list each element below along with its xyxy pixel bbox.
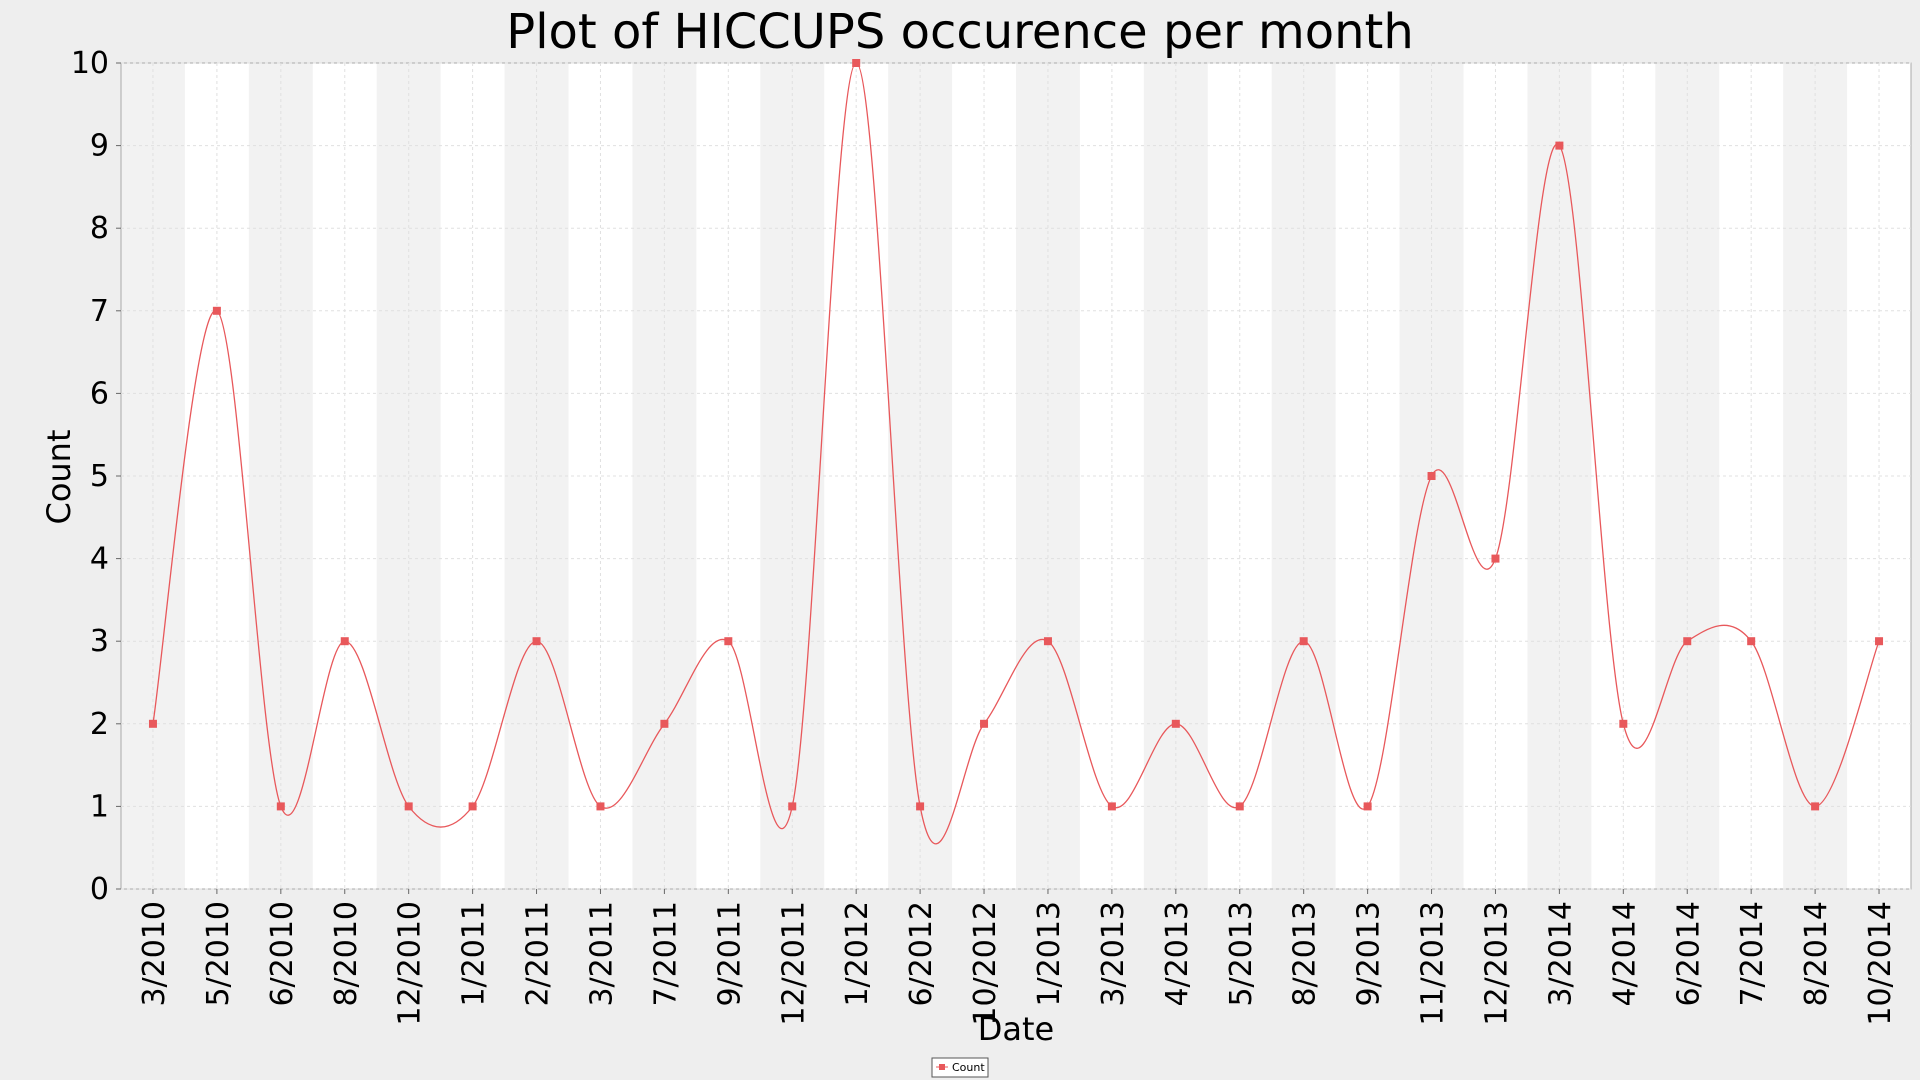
data-point xyxy=(1747,637,1756,646)
x-tick-label: 10/2014 xyxy=(1863,901,1898,1026)
data-point xyxy=(532,637,541,646)
x-tick-label: 4/2013 xyxy=(1160,901,1195,1007)
data-point xyxy=(660,719,669,728)
x-axis: 3/2010 5/2010 6/2010 8/2010 12/2010 1/2011 2/2… xyxy=(137,889,1898,1026)
legend-marker xyxy=(939,1064,945,1070)
data-point xyxy=(1683,637,1692,646)
data-point xyxy=(596,802,605,811)
x-tick-label: 5/2013 xyxy=(1224,901,1259,1007)
x-tick-label: 2/2011 xyxy=(521,901,556,1007)
y-tick-label: 0 xyxy=(90,872,109,907)
data-point xyxy=(1299,637,1308,646)
data-point xyxy=(1619,719,1628,728)
data-point xyxy=(1171,719,1180,728)
y-tick-label: 10 xyxy=(71,46,109,81)
x-tick-label: 7/2011 xyxy=(648,901,683,1007)
gridlines xyxy=(121,62,1911,890)
x-tick-label: 1/2011 xyxy=(457,901,492,1007)
x-tick-label: 3/2013 xyxy=(1096,901,1131,1007)
x-tick-label: 12/2013 xyxy=(1479,901,1514,1026)
chart-title: Plot of HICCUPS occurence per month xyxy=(506,4,1414,60)
y-tick-label: 2 xyxy=(90,707,109,742)
x-tick-label: 10/2012 xyxy=(968,901,1003,1026)
y-tick-label: 9 xyxy=(90,129,109,164)
x-tick-label: 5/2010 xyxy=(201,901,236,1007)
x-tick-label: 6/2014 xyxy=(1671,901,1706,1007)
x-tick-label: 4/2014 xyxy=(1607,901,1642,1007)
y-tick-label: 6 xyxy=(90,376,109,411)
y-tick-label: 4 xyxy=(90,542,109,577)
data-point xyxy=(1235,802,1244,811)
x-tick-label: 9/2013 xyxy=(1352,901,1387,1007)
x-axis-label: Date xyxy=(978,1010,1054,1048)
data-point xyxy=(980,719,989,728)
x-tick-label: 3/2014 xyxy=(1543,901,1578,1007)
x-tick-label: 8/2010 xyxy=(329,901,364,1007)
data-point xyxy=(724,637,733,646)
x-tick-label: 3/2011 xyxy=(584,901,619,1007)
data-point xyxy=(1427,472,1436,480)
y-tick-label: 1 xyxy=(90,789,109,824)
data-point xyxy=(1555,141,1564,150)
x-tick-label: 8/2014 xyxy=(1799,901,1834,1007)
x-tick-label: 11/2013 xyxy=(1416,901,1451,1026)
legend: Count xyxy=(931,1057,989,1078)
data-point xyxy=(1363,802,1372,811)
x-tick-label: 8/2013 xyxy=(1288,901,1323,1007)
data-point xyxy=(852,59,861,67)
data-point xyxy=(1107,802,1116,811)
x-tick-label: 3/2010 xyxy=(137,901,172,1007)
y-tick-label: 3 xyxy=(90,624,109,659)
data-point xyxy=(1811,802,1820,811)
y-tick-label: 8 xyxy=(90,211,109,246)
legend-box xyxy=(931,1057,989,1078)
y-tick-label: 7 xyxy=(90,294,109,329)
y-axis: 0 1 2 3 4 5 6 7 8 9 10 xyxy=(71,46,121,907)
x-tick-label: 6/2010 xyxy=(265,901,300,1007)
data-point xyxy=(1043,637,1052,646)
data-point xyxy=(916,802,925,811)
data-point xyxy=(340,637,349,646)
y-tick-label: 5 xyxy=(90,459,109,494)
legend-label: Count xyxy=(952,1061,985,1074)
x-tick-label: 1/2013 xyxy=(1032,901,1067,1007)
data-point xyxy=(276,802,285,811)
data-point xyxy=(148,719,157,728)
data-points xyxy=(148,59,1884,811)
x-tick-label: 12/2010 xyxy=(393,901,428,1026)
x-tick-label: 9/2011 xyxy=(712,901,747,1007)
data-point xyxy=(1875,637,1884,646)
x-tick-label: 6/2012 xyxy=(904,901,939,1007)
data-point xyxy=(404,802,413,811)
x-tick-label: 7/2014 xyxy=(1735,901,1770,1007)
data-point xyxy=(468,802,477,811)
data-point xyxy=(1491,554,1500,563)
y-axis-label: Count xyxy=(40,429,78,524)
x-tick-label: 1/2012 xyxy=(840,901,875,1007)
data-point xyxy=(212,306,221,315)
data-point xyxy=(788,802,797,811)
x-tick-label: 12/2011 xyxy=(776,901,811,1026)
